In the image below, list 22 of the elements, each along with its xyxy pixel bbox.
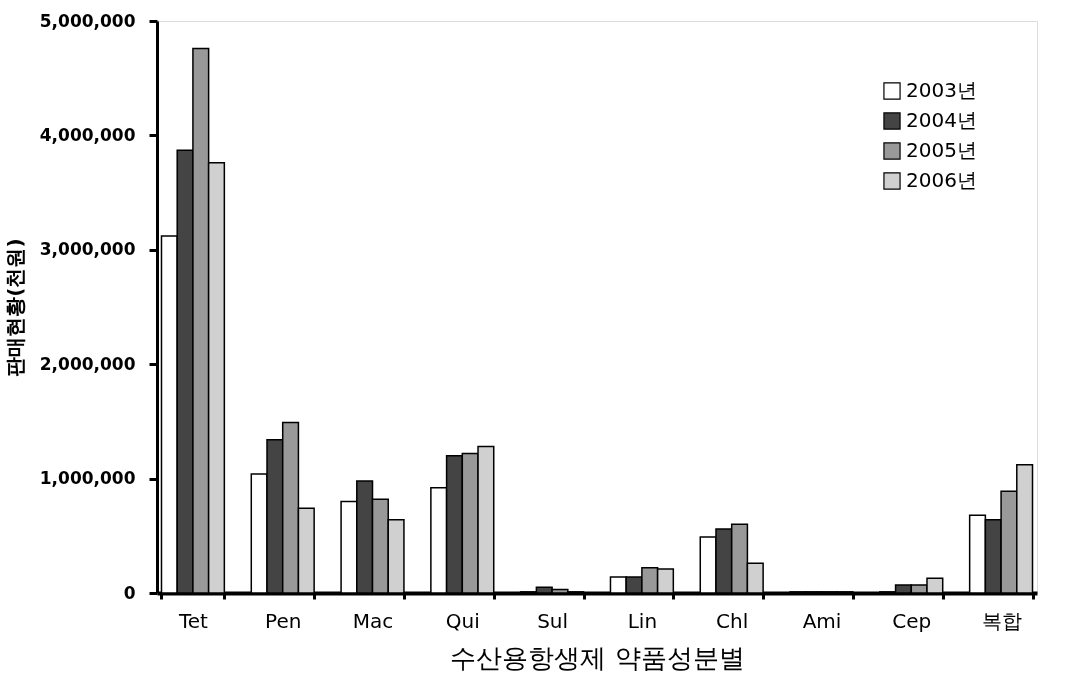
x-tick-label: Cep bbox=[892, 608, 932, 633]
x-tick-label: Pen bbox=[265, 608, 302, 633]
x-tick-label: 복합 bbox=[981, 608, 1022, 633]
legend-label: 2006년 bbox=[906, 168, 977, 192]
x-tick-label: Mac bbox=[352, 608, 394, 633]
y-tick-label: 1,000,000 bbox=[39, 468, 136, 489]
legend-label: 2005년 bbox=[906, 138, 977, 162]
x-tick-label: Sul bbox=[537, 608, 569, 633]
y-tick-label: 2,000,000 bbox=[39, 353, 136, 374]
x-tick-label: Qui bbox=[445, 608, 480, 633]
legend-label: 2003년 bbox=[906, 78, 977, 102]
x-tick-label: Tet bbox=[177, 608, 209, 633]
y-axis-title: 판매현황(천원) bbox=[2, 238, 27, 377]
y-tick-label: 5,000,000 bbox=[39, 10, 136, 31]
x-tick-label: Lin bbox=[627, 608, 658, 633]
y-tick-label: 4,000,000 bbox=[39, 124, 136, 145]
legend-label: 2004년 bbox=[906, 108, 977, 132]
x-tick-label: Chl bbox=[716, 608, 749, 633]
y-tick-label: 0 bbox=[123, 582, 136, 603]
y-tick-label: 3,000,000 bbox=[39, 239, 136, 260]
x-axis-title: 수산용항생제 약품성분별 bbox=[450, 642, 745, 673]
x-tick-label: Ami bbox=[802, 608, 842, 633]
